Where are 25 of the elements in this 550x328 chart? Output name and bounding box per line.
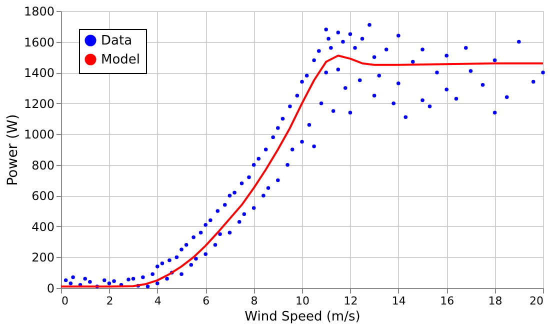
- x-tick-label: 14: [392, 294, 406, 308]
- y-tick-label: 1800: [24, 4, 54, 18]
- y-tick-label: 1200: [24, 96, 54, 111]
- x-tick-label: 8: [250, 294, 258, 308]
- x-tick-label: 16: [440, 294, 454, 308]
- x-tick-label: 10: [296, 294, 310, 308]
- x-tick-label: 20: [530, 294, 544, 308]
- x-tick-label: 0: [62, 294, 68, 308]
- y-tick-label: 600: [32, 189, 54, 204]
- legend-label: Data: [101, 34, 132, 48]
- y-tick-label: 1000: [24, 128, 54, 142]
- y-tick-label: 400: [32, 220, 54, 234]
- y-tick-label: 1400: [24, 66, 54, 80]
- y-tick-label: 0: [46, 282, 54, 296]
- legend-label: Model: [101, 52, 140, 68]
- x-tick-label: 12: [344, 294, 358, 308]
- x-tick-label: 6: [202, 294, 210, 308]
- y-tick-label: 1600: [24, 35, 54, 50]
- x-tick-label: 2: [106, 294, 114, 308]
- x-axis-title: Wind Speed (m/s): [244, 310, 360, 324]
- x-tick-label: 4: [154, 294, 162, 308]
- y-tick-label: 200: [32, 250, 54, 265]
- y-tick-label: 800: [32, 158, 54, 172]
- x-tick-label: 18: [488, 294, 502, 308]
- y-axis-title: Power (W): [4, 114, 21, 186]
